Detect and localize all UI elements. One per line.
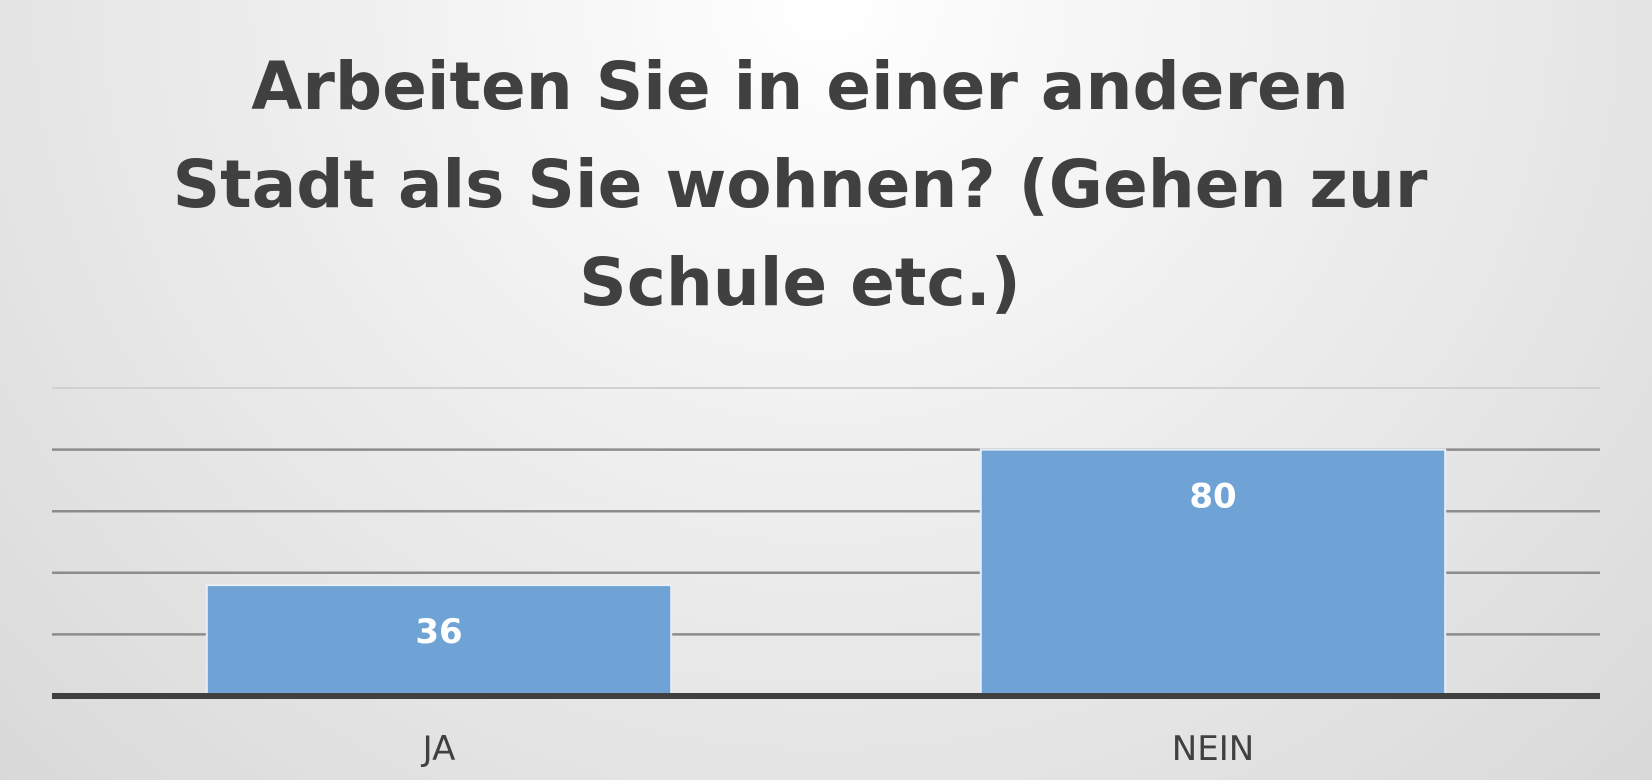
bar-ja [205, 584, 673, 697]
bars [205, 448, 1447, 697]
bar-nein [979, 448, 1447, 697]
data-label: 36 [415, 612, 462, 652]
data-label: 80 [1189, 477, 1236, 517]
labels: 36 JA 80 NEIN [415, 477, 1254, 769]
category-label: NEIN [1172, 729, 1254, 769]
category-label: JA [421, 729, 456, 769]
chart-title: Arbeiten Sie in einer anderen Stadt als … [172, 48, 1428, 321]
